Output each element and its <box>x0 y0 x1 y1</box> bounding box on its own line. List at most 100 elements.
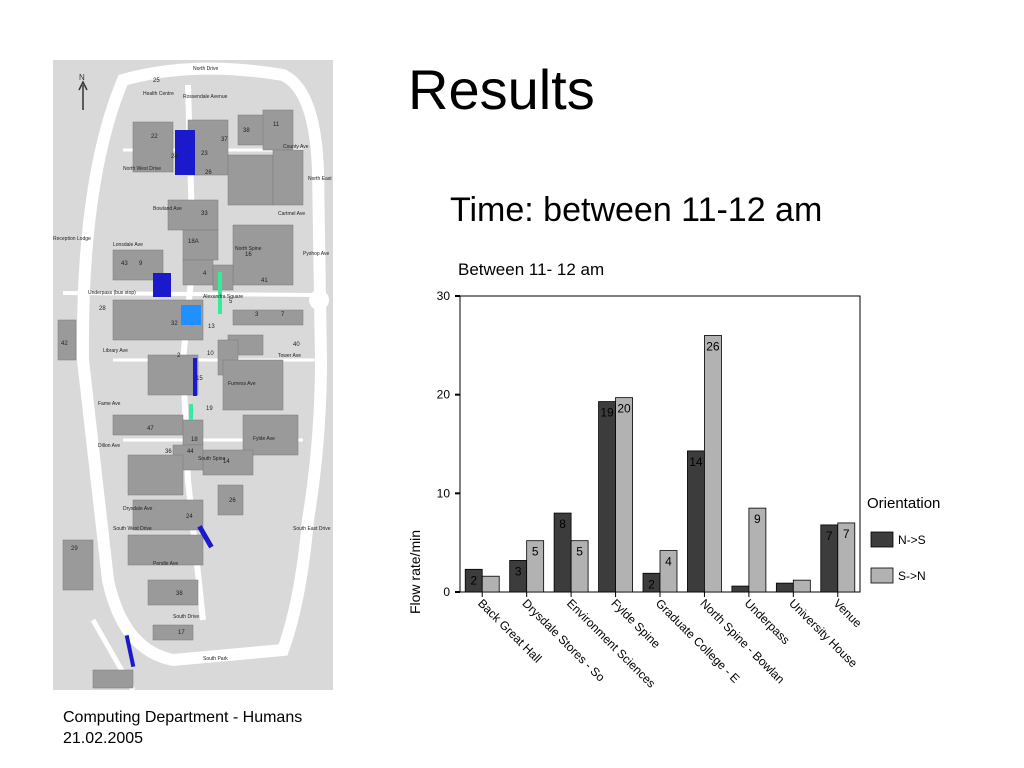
data-label: 5 <box>532 545 539 559</box>
map-building-number: 11 <box>273 122 280 128</box>
data-label: 14 <box>689 455 703 469</box>
map-building-number: 33 <box>201 211 208 217</box>
map-building-number: 26 <box>229 498 236 504</box>
bar-n-to-s <box>687 450 705 593</box>
data-label: 3 <box>515 564 522 578</box>
map-building-number: 44 <box>187 449 194 455</box>
map-label: Underpass (bus stop) <box>88 290 136 296</box>
map-building-number: 10 <box>207 351 214 357</box>
map-building-number: 23 <box>201 151 208 157</box>
map-label: Drysdale Ave <box>123 506 153 512</box>
map-building-number: 29 <box>71 546 78 552</box>
map-label: Bowland Ave <box>153 206 182 212</box>
map-building-number: 24 <box>186 514 193 520</box>
category-label: Drysdale Stores - So <box>520 596 608 684</box>
count-point-marker <box>124 634 136 668</box>
map-building-number: 28 <box>99 306 106 312</box>
map-label: South Drive <box>173 614 199 620</box>
plot-frame <box>459 295 861 593</box>
map-label: Cartmel Ave <box>278 211 305 217</box>
map-label: Fylde Ave <box>253 436 275 442</box>
bar-n-to-s <box>598 401 616 593</box>
y-tick-label: 10 <box>437 486 451 500</box>
map-building-number: 26 <box>205 170 212 176</box>
bar-s-to-n <box>659 550 678 593</box>
map-building-number: 14 <box>223 459 230 465</box>
map-building-number: 22 <box>151 134 158 140</box>
data-label: 2 <box>648 577 655 591</box>
map-label: County Ave <box>283 144 309 150</box>
map-label: Tower Ave <box>278 353 301 359</box>
count-point-marker <box>153 273 171 297</box>
bar-s-to-n <box>837 522 856 593</box>
map-label: Alexandra Square <box>203 294 243 300</box>
count-point-marker <box>193 358 197 396</box>
map-building-number: 2 <box>177 353 181 359</box>
slide-subtitle: Time: between 11-12 am <box>450 191 823 229</box>
data-label: 5 <box>576 545 583 559</box>
map-building-number: 16 <box>245 252 252 258</box>
map-label: Dillon Ave <box>98 443 120 449</box>
bar-s-to-n <box>704 335 722 593</box>
count-point-marker <box>218 272 222 314</box>
bar-s-to-n <box>526 540 545 593</box>
data-label: 2 <box>470 573 477 587</box>
legend-swatch <box>870 531 894 548</box>
bar-s-to-n <box>481 575 500 593</box>
footer-date: 21.02.2005 <box>63 730 144 747</box>
map-building-number: 19 <box>206 406 213 412</box>
category-label: North Spine - Bowlan <box>697 596 787 686</box>
y-tick-label: 20 <box>437 388 451 402</box>
map-label: Library Ave <box>103 348 128 354</box>
count-point-marker <box>181 305 201 325</box>
y-axis-label: Flow rate/min <box>407 530 423 614</box>
category-label: Graduate College - E <box>653 596 743 686</box>
map-building-number: 42 <box>61 341 68 347</box>
map-building-number: 18 <box>191 437 198 443</box>
map-label: South Park <box>203 656 228 662</box>
map-building-number: 37 <box>221 137 228 143</box>
map-building-number: 18A <box>188 239 199 245</box>
y-tick-label: 30 <box>437 289 451 303</box>
map-building-number: 43 <box>121 261 128 267</box>
map-building-number: 15 <box>196 376 203 382</box>
map-building-number: 24 <box>171 154 178 160</box>
map-building-number: 38 <box>243 128 250 134</box>
map-building-number: 5 <box>229 299 233 305</box>
map-label: Reception Lodge <box>53 236 91 242</box>
map-building-number: 7 <box>281 312 285 318</box>
map-label: South Spine <box>198 456 225 462</box>
data-label: 7 <box>843 527 850 541</box>
data-label: 7 <box>826 529 833 543</box>
footer-department: Computing Department - Humans <box>63 709 303 726</box>
map-label: Health Centre <box>143 91 174 97</box>
bar-s-to-n <box>748 507 767 593</box>
y-tick-label: 0 <box>443 585 450 599</box>
map-label: Rossendale Avenue <box>183 94 228 100</box>
legend-entry: S->N <box>898 569 926 583</box>
buildings <box>57 109 304 689</box>
bar-s-to-n <box>570 540 589 593</box>
count-point-marker <box>189 404 193 420</box>
data-label: 26 <box>706 339 720 353</box>
category-label: Environment Sciences <box>564 596 658 690</box>
map-label: North Drive <box>193 66 219 72</box>
legend-title: Orientation <box>867 495 940 512</box>
map-building-number: 40 <box>293 342 300 348</box>
map-building-number: 38 <box>176 591 183 597</box>
data-label: 9 <box>754 512 761 526</box>
map-label: North West Drive <box>123 166 161 172</box>
map-building-number: 3 <box>255 312 259 318</box>
count-point-marker <box>175 130 195 175</box>
map-label: Furness Ave <box>228 381 256 387</box>
map-label: South West Drive <box>113 526 152 532</box>
map-building-number: 32 <box>171 321 178 327</box>
map-building-number: 47 <box>147 426 154 432</box>
map-label: Pyshop Ave <box>303 251 330 257</box>
map-label: Pendle Ave <box>153 561 178 567</box>
bar-n-to-s <box>775 582 794 593</box>
bar-s-to-n <box>792 579 811 593</box>
legend-entry: N->S <box>898 533 926 547</box>
data-label: 20 <box>617 402 631 416</box>
